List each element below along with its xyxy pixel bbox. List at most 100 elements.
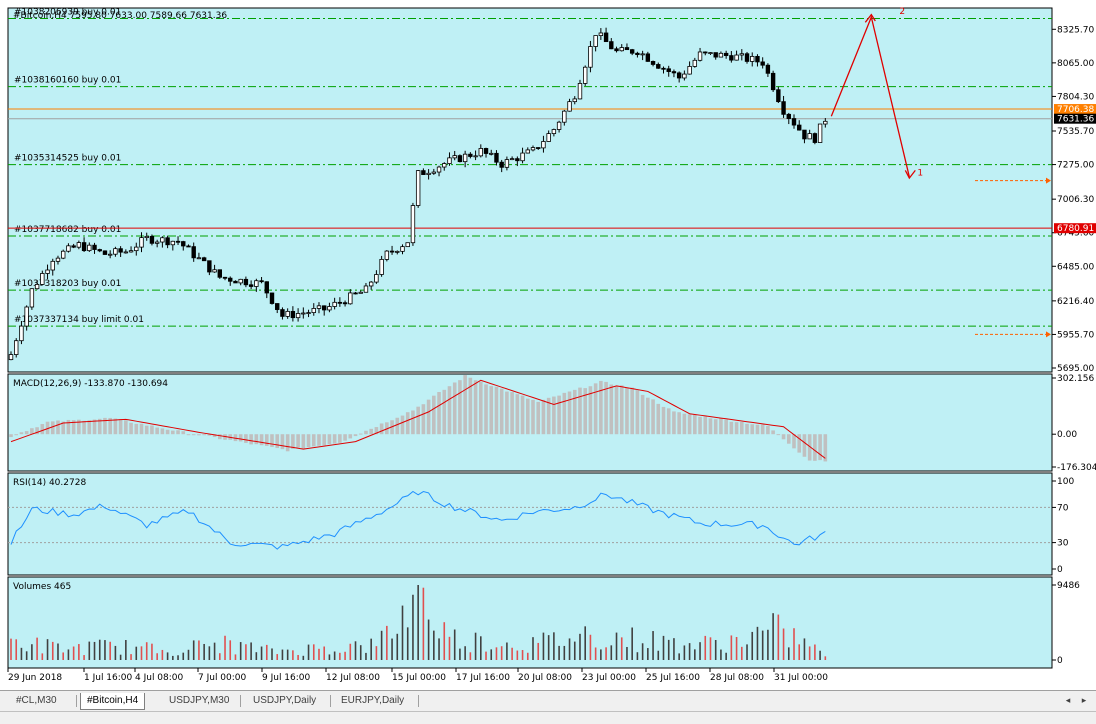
tab-separator (418, 695, 419, 707)
candle-body (546, 133, 551, 142)
macd-bar (614, 385, 619, 435)
macd-bar (14, 434, 19, 436)
candle-body (368, 281, 374, 287)
macd-bar (437, 392, 441, 435)
macd-bar (45, 421, 50, 435)
candle-body (755, 56, 760, 63)
macd-bar (656, 403, 661, 435)
x-tick-label: 17 Jul 16:00 (456, 673, 510, 683)
candle-body (170, 240, 176, 246)
macd-bar (353, 434, 358, 437)
price-tick-label: 6216.40 (1057, 297, 1094, 307)
macd-bar (35, 427, 39, 435)
candle-body (353, 292, 358, 295)
rsi-tick-label: 30 (1057, 539, 1069, 549)
candle-body (426, 172, 431, 175)
candle-body (556, 121, 562, 130)
pane-2 (7, 472, 1053, 576)
x-tick-label: 20 Jul 08:00 (518, 673, 572, 683)
macd-bar (442, 389, 447, 435)
candle-body (676, 72, 682, 79)
macd-bar (311, 434, 316, 447)
candle-body (760, 61, 765, 66)
macd-bar (176, 430, 180, 435)
macd-bar (562, 392, 567, 435)
candle-body (222, 276, 228, 279)
candle-body (128, 250, 134, 253)
candle-body (316, 305, 322, 309)
candle-body (791, 118, 797, 126)
macd-bar (71, 420, 76, 435)
x-tick-label: 9 Jul 16:00 (262, 673, 311, 683)
candle-body (165, 237, 170, 246)
chart-svg[interactable]: 8325.70 8065.00 7804.30 7535.70 7275.00 7006.… (0, 0, 1096, 690)
price-tick-label: 6745.60 (1057, 229, 1094, 239)
candle-body (384, 250, 390, 260)
candle-body (92, 244, 97, 250)
candle-body (228, 277, 233, 282)
macd-bar (599, 380, 603, 435)
candle-body (175, 240, 181, 243)
macd-bar (9, 434, 13, 438)
macd-bar (379, 423, 384, 435)
candle-body (515, 158, 520, 162)
macd-bar (703, 416, 708, 435)
macd-bar (776, 434, 781, 436)
macd-bar (510, 392, 514, 435)
candle-body (14, 340, 19, 355)
macd-bar (416, 406, 420, 435)
macd-tick-label: -176.304 (1057, 463, 1096, 473)
tab-usdjpy-m30[interactable]: USDJPY,M30 (169, 695, 230, 706)
projection-arrow-icon (1046, 177, 1051, 184)
macd-bar (729, 421, 734, 435)
candle-body (421, 170, 426, 175)
tab-usdjpy-daily[interactable]: USDJPY,Daily (253, 695, 317, 706)
macd-bar (56, 420, 60, 435)
candles (8, 27, 828, 361)
candle-body (243, 278, 249, 286)
tab-separator (330, 695, 331, 707)
macd-bar (750, 424, 755, 435)
candle-body (191, 246, 196, 259)
macd-bar (249, 434, 253, 445)
candle-body (342, 302, 348, 305)
chart-area[interactable]: 8325.70 8065.00 7804.30 7535.70 7275.00 7006.… (0, 0, 1096, 690)
tab-separator (76, 695, 77, 707)
candle-body (823, 120, 828, 125)
macd-bar (233, 434, 238, 442)
candle-body (640, 53, 645, 56)
macd-bar (139, 423, 144, 435)
candle-body (400, 246, 405, 252)
macd-bar (797, 434, 802, 453)
macd-bar (348, 434, 353, 439)
macd-bar (50, 421, 55, 435)
tab-bitcoin-h4[interactable]: #Bitcoin,H4 (80, 693, 146, 710)
candle-body (248, 284, 254, 287)
macd-bar (291, 434, 295, 449)
macd-bar (672, 411, 676, 435)
candle-body (718, 52, 724, 58)
x-tick-label: 1 Jul 16:00 (84, 673, 133, 683)
pane-3 (7, 576, 1053, 669)
macd-bar (687, 414, 692, 435)
price-tick-label: 7006.30 (1057, 195, 1094, 205)
candle-body (29, 288, 35, 308)
tab-eurjpy-daily[interactable]: EURJPY,Daily (341, 695, 405, 706)
macd-bar (218, 434, 222, 440)
macd-tick-label: 0.00 (1057, 430, 1077, 440)
macd-bar (405, 412, 410, 435)
scroll-right-icon[interactable]: ▸ (1081, 696, 1087, 706)
candle-body (499, 161, 504, 168)
candle-body (348, 292, 353, 305)
macd-bar (317, 434, 321, 446)
candle-body (713, 52, 718, 58)
macd-bar (426, 399, 431, 435)
macd-bar (244, 434, 248, 443)
tab-cl-m30[interactable]: #CL,M30 (16, 695, 57, 706)
candle-body (55, 257, 61, 262)
macd-bar (823, 434, 828, 462)
scroll-left-icon[interactable]: ◂ (1065, 696, 1071, 706)
x-tick-label: 25 Jul 16:00 (646, 673, 700, 683)
macd-bar (625, 387, 629, 435)
candle-body (290, 310, 296, 319)
